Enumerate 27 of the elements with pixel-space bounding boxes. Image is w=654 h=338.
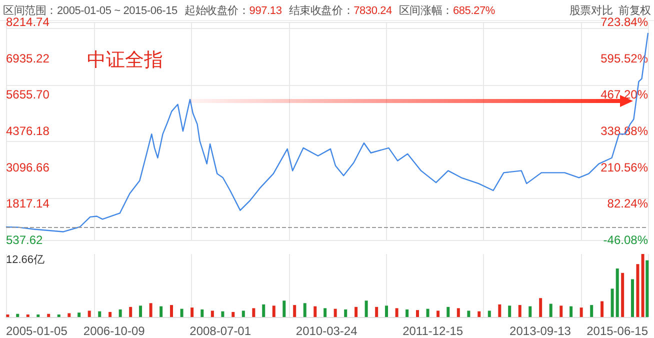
text: 区间涨幅：685.27% [398,4,495,18]
annotation: 12.66亿 [6,253,45,267]
y-tick-label: 3096.66 [6,160,50,174]
text: 起始收盘价：997.13 [184,4,282,18]
x-tick-label: 2006-10-09 [83,324,146,338]
x-tick-label: 2013-09-13 [510,324,572,338]
text: 前复权 [618,4,651,16]
y2-tick-label: -46.08% [603,233,648,247]
x-tick-label: 2010-03-24 [296,324,358,338]
y-tick-label: 8214.74 [6,15,50,29]
y2-tick-label: 82.24% [607,196,648,211]
y-tick-label: 6935.22 [6,51,50,66]
y-tick-label: 537.62 [6,233,44,247]
y2-tick-label: 210.56% [600,160,648,174]
y2-tick-label: 723.84% [600,15,648,29]
x-tick-label: 2011-12-15 [402,324,464,338]
text: 结束收盘价：7830.24 [288,4,392,18]
x-tick-label: 2005-01-05 [6,324,68,338]
x-tick-label: 2015-06-15 [586,324,648,338]
text: 股票对比 [569,4,613,16]
y-tick-label: 5655.70 [6,88,50,102]
line-series [5,32,649,232]
y-tick-label: 4376.18 [6,124,50,138]
text: 中证全指 [87,50,163,71]
x-tick-label: 2008-07-01 [190,324,252,338]
text: 区间范围：2005-01-05 ~ 2015-06-15 [3,4,178,18]
y-tick-label: 1817.14 [6,196,50,211]
